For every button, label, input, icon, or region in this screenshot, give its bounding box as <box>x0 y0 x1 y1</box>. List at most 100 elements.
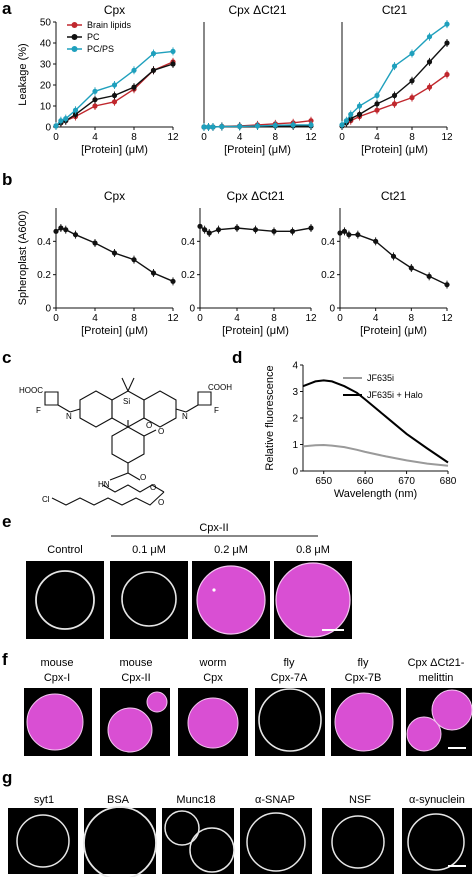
x-axis-label-5: [Protein] (μM) <box>360 325 427 337</box>
x-tick-label-2-8: 8 <box>409 132 415 143</box>
y-tick-label-3-0: 0 <box>45 304 51 315</box>
atom-o-amide: O <box>140 473 146 482</box>
y-tick-label-5-0.2: 0.2 <box>321 270 335 281</box>
vesicle-mouse-cpx-i <box>26 693 84 751</box>
data-point-4-0-6 <box>271 228 277 234</box>
atom-cl: Cl <box>42 495 50 504</box>
vesicle-0-8um <box>275 562 351 638</box>
vesicle-munc18-small <box>164 810 200 846</box>
azetidine-left <box>44 391 59 406</box>
data-point-3-0-7 <box>150 270 157 276</box>
atom-o-ether1: O <box>150 483 156 492</box>
data-point-0-2-6 <box>131 67 137 73</box>
data-point-0-1-3 <box>72 111 79 117</box>
x-axis-label-1: [Protein] (μM) <box>224 144 291 156</box>
data-point-5-0-3 <box>355 232 361 238</box>
data-point-1-2-4 <box>237 123 243 129</box>
data-point-2-2-8 <box>444 21 450 27</box>
label-fly-cpx-7a-1: fly <box>284 657 296 669</box>
data-point-1-2-1 <box>205 124 212 130</box>
panel-label-b: b <box>2 170 12 189</box>
x-tick-label-0-8: 8 <box>131 132 137 143</box>
data-point-3-0-2 <box>63 227 69 233</box>
x-tick-label-2-0: 0 <box>339 132 345 143</box>
data-point-2-0-4 <box>374 107 380 113</box>
x-tick-label-6-660: 660 <box>357 476 374 487</box>
data-point-0-2-2 <box>63 116 69 122</box>
cpx-ii-label: Cpx-II <box>199 522 228 534</box>
y-tick-label-0-40: 40 <box>40 39 52 50</box>
x-tick-label-1-8: 8 <box>273 132 279 143</box>
chart-title-2: Ct21 <box>382 3 408 17</box>
panel-f: mouse Cpx-I mouse Cpx-II worm Cpx fly Cp… <box>24 657 473 756</box>
vesicle-0-1um <box>121 571 177 627</box>
data-point-4-0-1 <box>202 227 208 233</box>
label-worm-cpx-2: Cpx <box>203 672 223 684</box>
label-mouse-cpx-ii-1: mouse <box>119 657 152 669</box>
y-tick-label-6-4: 4 <box>292 361 298 372</box>
bond-si-me2 <box>127 377 135 392</box>
data-point-0-1-5 <box>111 92 118 99</box>
atom-n-right: N <box>182 412 188 421</box>
x-axis-label-2: [Protein] (μM) <box>361 144 428 156</box>
vesicle-control <box>35 570 95 630</box>
legend-jf635i-label: JF635i <box>367 373 394 383</box>
data-point-1-0-8 <box>308 118 314 124</box>
y-tick-label-6-1: 1 <box>292 440 298 451</box>
label-control: Control <box>47 544 82 556</box>
atom-o-ring: O <box>146 421 152 430</box>
data-point-3-0-4 <box>92 240 98 246</box>
panel-label-g: g <box>2 768 12 787</box>
y-tick-label-5-0: 0 <box>329 304 335 315</box>
label-bsa: BSA <box>107 794 130 806</box>
data-point-2-0-6 <box>409 95 415 101</box>
atom-hooc: HOOC <box>19 386 43 395</box>
y-tick-label-3-0.2: 0.2 <box>37 270 51 281</box>
x-tick-label-1-4: 4 <box>237 132 243 143</box>
data-point-0-2-4 <box>92 88 98 94</box>
data-point-0-1-8 <box>170 61 176 67</box>
data-point-2-0-5 <box>391 101 398 107</box>
chemical-labels: HOOC F N Si N COOH F O O O HN O O Cl <box>19 383 232 507</box>
y-axis-label-3: Spheroplast (A600) <box>17 211 29 306</box>
x-tick-label-4-12: 12 <box>305 313 317 324</box>
data-point-4-0-3 <box>215 227 222 233</box>
vesicle-melittin-large <box>431 689 473 731</box>
data-point-2-2-1 <box>343 118 349 124</box>
legend-brain-label: Brain lipids <box>87 20 132 30</box>
data-point-5-0-6 <box>408 265 414 271</box>
data-point-5-0-5 <box>390 253 397 259</box>
data-point-4-0-2 <box>206 230 212 236</box>
image-fly-cpx-7a <box>255 688 325 756</box>
data-point-2-1-3 <box>356 111 363 117</box>
data-point-0-0-4 <box>92 103 98 109</box>
label-cpx-dct21-melittin-2: melittin <box>419 672 454 684</box>
label-0-2um: 0.2 μM <box>214 544 248 556</box>
x-tick-label-4-0: 0 <box>197 313 203 324</box>
y-tick-label-5-0.4: 0.4 <box>321 237 335 248</box>
y-axis-label-0: Leakage (%) <box>17 43 29 105</box>
label-munc18: Munc18 <box>176 794 215 806</box>
x-axis-label-6: Wavelength (nm) <box>334 488 417 500</box>
series-line-2-2 <box>341 23 448 126</box>
x-tick-label-5-8: 8 <box>409 313 415 324</box>
label-0-8um: 0.8 μM <box>296 544 330 556</box>
atom-si: Si <box>123 397 130 406</box>
image-nsf <box>322 808 394 874</box>
x-tick-label-5-0: 0 <box>337 313 343 324</box>
image-alpha-snap <box>240 808 312 874</box>
bond-si-me1 <box>121 377 129 392</box>
x-tick-label-4-8: 8 <box>271 313 277 324</box>
legend-d: JF635i JF635i + Halo <box>343 373 423 400</box>
data-point-2-2-0 <box>339 122 345 128</box>
x-axis-label-0: [Protein] (μM) <box>81 144 148 156</box>
vesicle-syt1 <box>16 814 70 868</box>
data-point-5-0-1 <box>341 228 348 234</box>
data-point-1-2-3 <box>219 123 225 130</box>
legend-pc-label: PC <box>87 32 100 42</box>
x-tick-label-3-8: 8 <box>131 313 137 324</box>
label-mouse-cpx-ii-2: Cpx-II <box>121 672 150 684</box>
ring-benzo <box>111 426 145 464</box>
